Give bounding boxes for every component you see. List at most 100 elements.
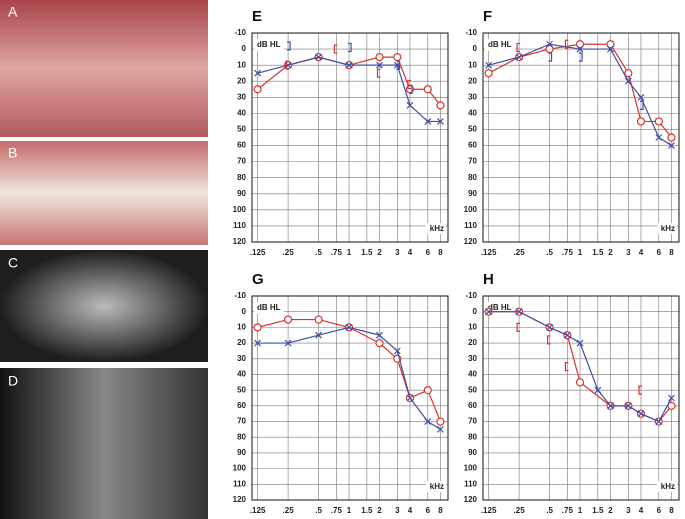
y-tick-label: 120 (233, 495, 247, 504)
y-tick-label: 0 (473, 307, 478, 316)
marker-cross (485, 308, 493, 316)
y-tick-label: 90 (237, 189, 246, 198)
y-tick-label: 20 (468, 76, 477, 85)
x-tick-label: .125 (481, 248, 497, 257)
y-tick-label: 70 (237, 157, 246, 166)
x-axis-label: kHz (430, 482, 444, 491)
y-tick-label: 20 (237, 338, 246, 347)
x-tick-label: .25 (514, 248, 526, 257)
x-tick-label: 8 (669, 506, 674, 515)
marker-circle (393, 53, 402, 62)
y-tick-label: 30 (237, 354, 246, 363)
x-tick-label: 2 (377, 248, 382, 257)
x-tick-label: 8 (438, 506, 443, 515)
label-bg (657, 481, 677, 492)
x-tick-label: 8 (669, 248, 674, 257)
marker-cross (406, 101, 414, 109)
marker-cross (607, 45, 614, 53)
marker-bracket (638, 385, 642, 395)
marker-circle (253, 85, 262, 94)
marker-cross (315, 331, 322, 339)
x-tick-label: 1 (347, 506, 352, 515)
y-tick-label: 110 (233, 221, 246, 230)
marker-cross (345, 323, 353, 331)
marker-cross (637, 93, 645, 101)
marker-circle (253, 323, 262, 332)
marker-cross (594, 386, 602, 394)
y-tick-label: 70 (237, 417, 246, 426)
y-tick-label: 90 (468, 448, 477, 457)
y-tick-label: 40 (468, 108, 477, 117)
marker-cross (485, 61, 493, 69)
y-tick-label: 110 (464, 221, 477, 230)
y-tick-label: 110 (233, 479, 246, 488)
marker-cross (668, 142, 675, 149)
x-tick-label: 6 (657, 506, 662, 515)
marker-cross (563, 331, 571, 339)
marker-circle (375, 338, 384, 348)
x-tick-label: 3 (395, 506, 400, 515)
marker-cross (315, 53, 322, 61)
y-tick-label: 60 (237, 141, 246, 150)
marker-circle (423, 85, 432, 94)
x-tick-label: .75 (562, 506, 574, 515)
marker-circle (624, 69, 633, 78)
marker-cross (345, 61, 353, 69)
marker-cross (437, 117, 444, 125)
y-tick-label: 100 (464, 205, 478, 214)
y-tick-label: -10 (465, 291, 477, 300)
marker-circle (606, 40, 615, 49)
marker-cross (376, 61, 383, 69)
marker-circle (667, 401, 676, 410)
y-tick-label: 60 (237, 401, 246, 410)
marker-circle (283, 315, 293, 324)
y-tick-label: 120 (233, 237, 247, 246)
label-bg (426, 481, 446, 492)
y-tick-label: 10 (468, 60, 477, 69)
x-tick-label: .5 (546, 506, 553, 515)
marker-bracket (579, 52, 583, 62)
photo-c (0, 250, 208, 362)
marker-cross (607, 402, 614, 410)
y-tick-label: 120 (464, 237, 478, 246)
marker-circle (654, 117, 663, 126)
y-tick-label: 0 (242, 44, 247, 53)
y-tick-label: 40 (237, 108, 246, 117)
y-tick-label: 20 (468, 338, 477, 347)
y-tick-label: 70 (468, 157, 477, 166)
marker-cross (254, 69, 262, 77)
y-tick-label: 50 (237, 125, 246, 134)
marker-cross (668, 394, 675, 402)
marker-circle (375, 53, 384, 62)
x-tick-label: 1.5 (361, 506, 373, 515)
y-tick-label: 10 (237, 322, 246, 331)
x-axis-label: kHz (661, 482, 675, 491)
x-tick-label: 1 (347, 248, 352, 257)
x-tick-label: .75 (562, 248, 574, 257)
panel-letter: G (252, 271, 264, 288)
marker-cross (637, 410, 645, 418)
x-tick-label: 2 (377, 506, 382, 515)
x-tick-label: .25 (514, 506, 526, 515)
y-tick-label: 80 (468, 173, 477, 182)
panel-letter: E (252, 8, 262, 25)
x-tick-label: .25 (283, 248, 295, 257)
marker-cross (576, 339, 584, 347)
x-tick-label: 1 (578, 248, 583, 257)
marker-circle (667, 133, 676, 142)
marker-bracket (348, 42, 352, 53)
y-tick-label: 110 (464, 479, 477, 488)
marker-bracket (408, 84, 413, 94)
marker-bracket (548, 52, 553, 62)
x-tick-label: .5 (546, 248, 553, 257)
marker-cross (376, 331, 383, 339)
x-tick-label: .75 (331, 248, 343, 257)
y-tick-label: 50 (237, 385, 246, 394)
plot-frame (251, 32, 449, 243)
y-axis-label: dB HL (488, 303, 512, 312)
photo-a (0, 0, 208, 137)
x-axis-label: kHz (430, 224, 444, 233)
marker-cross (624, 77, 632, 85)
marker-cross (624, 402, 632, 410)
